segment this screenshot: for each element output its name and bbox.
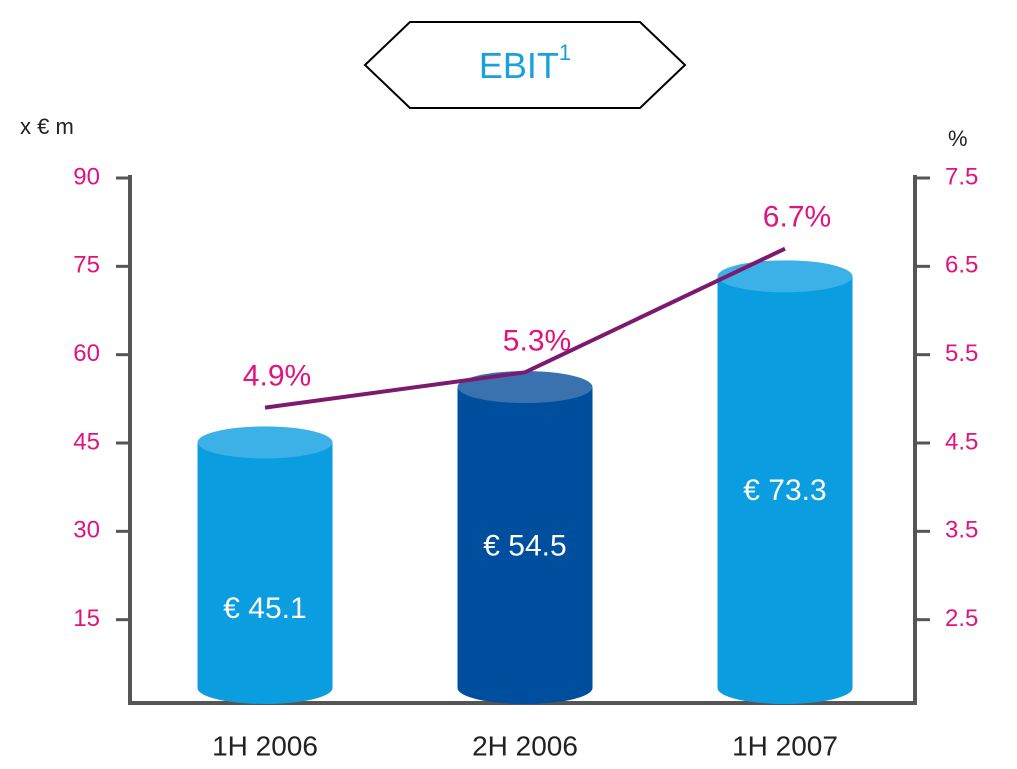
title-frame — [363, 21, 687, 109]
y-axis-label: x € m — [20, 114, 74, 139]
line — [264, 246, 786, 410]
y-tick-label: 75 — [73, 252, 100, 279]
y-tick-label: 15 — [73, 605, 100, 632]
x-tick-label: 1H 2007 — [732, 730, 838, 761]
line-value-label: 6.7% — [763, 201, 831, 234]
title-superscript: 1 — [559, 40, 571, 65]
bar-value-label: € 73.3 — [743, 474, 826, 507]
y2-tick-label: 2.5 — [945, 605, 978, 632]
x-tick-label: 1H 2006 — [212, 730, 318, 761]
y2-tick-label: 3.5 — [945, 517, 978, 544]
line-value-label: 5.3% — [503, 324, 571, 357]
bar-top — [197, 426, 333, 459]
y2-tick-label: 4.5 — [945, 428, 978, 455]
bar-top — [717, 260, 853, 293]
y2-tick-label: 7.5 — [945, 163, 978, 190]
bar-top — [457, 371, 593, 404]
title-text: EBIT — [479, 45, 559, 86]
y-tick-label: 45 — [73, 428, 100, 455]
line-value-label: 4.9% — [243, 360, 311, 393]
y-tick-label: 90 — [73, 163, 100, 190]
bar — [197, 442, 333, 688]
bar — [717, 276, 853, 688]
y2-tick-label: 6.5 — [945, 252, 978, 279]
bar-value-label: € 54.5 — [483, 529, 566, 562]
bar-value-label: € 45.1 — [223, 592, 306, 625]
y-tick-label: 60 — [73, 340, 100, 367]
y-tick-label: 30 — [73, 517, 100, 544]
x-tick-label: 2H 2006 — [472, 730, 578, 761]
bar — [457, 387, 593, 688]
chart-title: EBIT1 — [479, 40, 571, 86]
y2-tick-label: 5.5 — [945, 340, 978, 367]
y2-axis-label: % — [948, 126, 968, 151]
